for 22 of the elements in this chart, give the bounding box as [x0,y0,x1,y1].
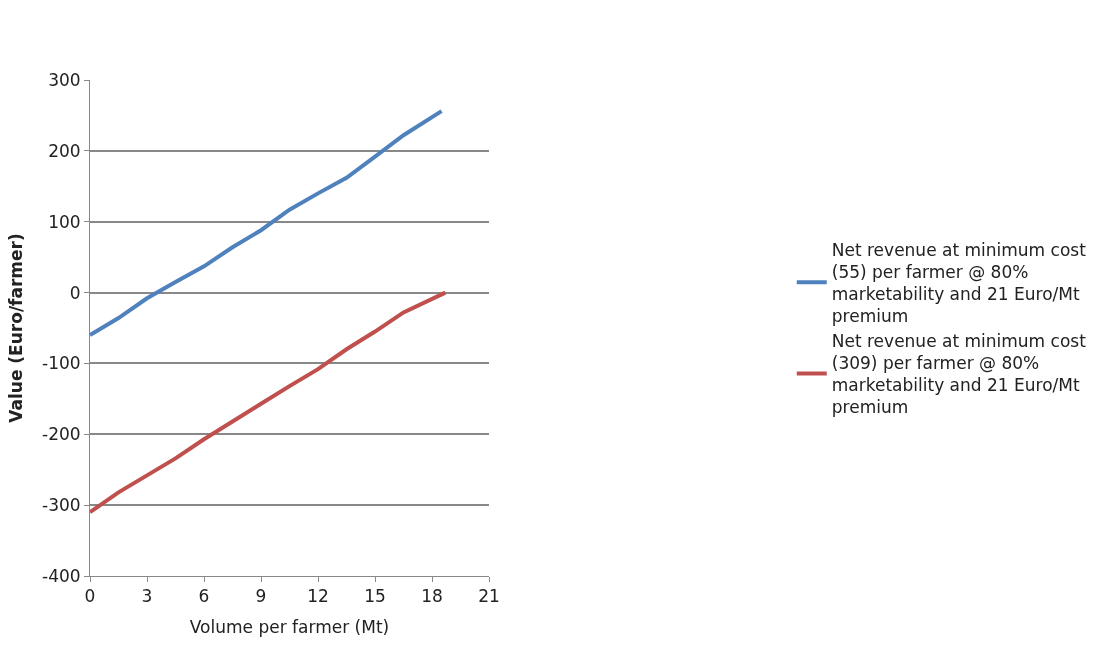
y-axis-title: Value (Euro/farmer) [5,233,26,423]
y-tick-label: 200 [48,140,81,161]
line-series [90,290,448,515]
x-tick-label: 15 [364,586,386,607]
line-series [90,109,444,338]
x-tick-label: 3 [141,586,153,607]
y-tick-label: 0 [69,282,81,303]
y-tick-label: -200 [42,424,81,445]
legend-label: Net revenue at minimum cost (309) per farmer @ 80% marketability and 21 Euro/Mt premium [831,331,1087,418]
y-tick-label: 300 [48,69,81,90]
x-tick-label: 6 [198,586,210,607]
x-axis-title: Volume per farmer (Mt) [189,616,390,637]
x-tick-label: 12 [307,586,329,607]
x-tick-label: 21 [478,586,500,607]
y-tick-label: 100 [48,211,81,232]
y-tick-label: -100 [42,353,81,374]
y-tick-label: -300 [42,495,81,516]
y-tick-label: -400 [42,565,81,586]
x-tick-label: 18 [421,586,443,607]
legend-label: Net revenue at minimum cost (55) per farmer @ 80% marketability and 21 Euro/Mt premium [831,239,1087,326]
x-tick-label: 0 [84,586,96,607]
x-tick-label: 9 [255,586,267,607]
